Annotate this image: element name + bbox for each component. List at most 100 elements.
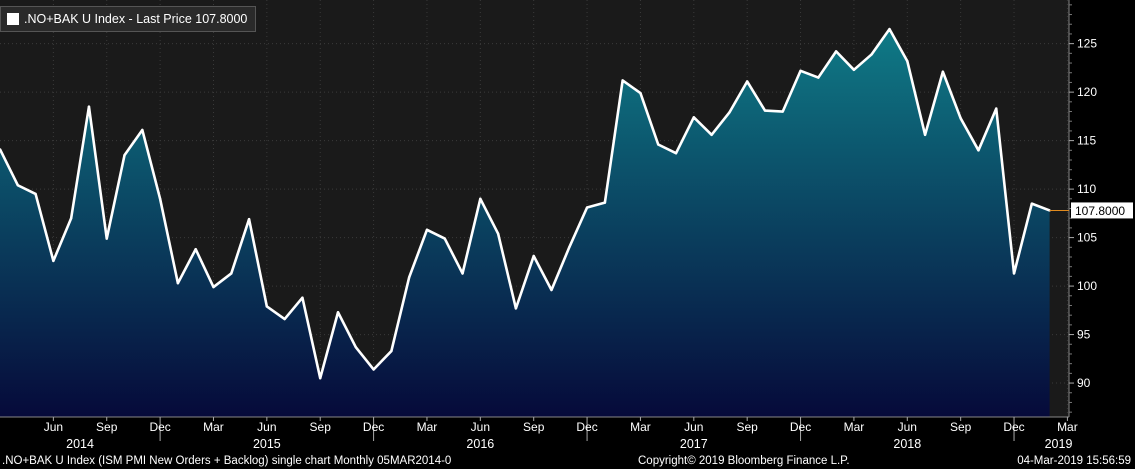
data-point (817, 76, 820, 79)
data-point (852, 68, 856, 72)
data-point (603, 201, 607, 204)
data-point (301, 296, 304, 299)
x-year-label: 2017 (680, 437, 708, 451)
data-point (728, 111, 731, 114)
x-tick-label: Mar (1057, 420, 1078, 434)
legend-swatch (7, 13, 19, 25)
data-point (657, 143, 660, 146)
data-point (585, 206, 589, 209)
x-tick-label: Mar (844, 420, 865, 434)
series-line (0, 27, 1051, 380)
x-tick-label: Sep (737, 420, 759, 434)
last-value-label: 107.8000 (1075, 204, 1125, 218)
legend: .NO+BAK U Index - Last Price 107.8000 (0, 6, 257, 32)
data-point (0, 148, 2, 151)
x-tick-label: Jun (684, 420, 703, 434)
data-point (372, 368, 375, 371)
data-point (514, 307, 518, 310)
data-point (550, 288, 553, 292)
data-point (674, 152, 678, 155)
data-point (745, 80, 749, 83)
x-tick-label: Dec (576, 420, 597, 434)
data-point (923, 133, 927, 136)
footer-copyright: Copyright© 2019 Bloomberg Finance L.P. (638, 455, 850, 467)
data-point (212, 285, 215, 289)
y-tick-label: 100 (1077, 279, 1097, 293)
data-point (265, 305, 269, 308)
x-tick-label: Jun (471, 420, 490, 434)
x-tick-label: Dec (1003, 420, 1024, 434)
data-point (977, 149, 980, 152)
data-point (461, 272, 464, 275)
x-tick-label: Jun (257, 420, 276, 434)
data-point (16, 184, 19, 187)
x-tick-label: Dec (790, 420, 811, 434)
x-year-label: 2015 (253, 437, 281, 451)
y-tick-label: 125 (1077, 37, 1097, 51)
data-point (52, 259, 55, 263)
x-tick-label: Mar (630, 420, 651, 434)
data-point (407, 276, 411, 279)
data-point (959, 117, 962, 120)
x-tick-label: Sep (96, 420, 118, 434)
data-point (995, 107, 998, 110)
x-year-label: 2019 (1045, 437, 1073, 451)
footer-timestamp: 04-Mar-2019 15:56:59 (1017, 455, 1131, 467)
x-tick-label: Sep (310, 420, 332, 434)
data-point (763, 109, 767, 112)
data-point (283, 317, 286, 321)
x-tick-label: Mar (203, 420, 224, 434)
data-point (69, 216, 73, 220)
data-point (123, 153, 126, 157)
data-point (336, 311, 340, 314)
y-tick-label: 105 (1077, 231, 1097, 245)
data-point (158, 197, 162, 201)
x-tick-label: Jun (898, 420, 917, 434)
data-point (906, 59, 909, 63)
series-area (0, 29, 1050, 418)
data-point (532, 254, 535, 258)
y-tick-label: 95 (1077, 328, 1091, 342)
x-year-label: 2018 (893, 437, 921, 451)
data-point (87, 105, 91, 108)
y-tick-label: 90 (1077, 376, 1091, 390)
data-point (194, 248, 197, 251)
footer: .NO+BAK U Index (ISM PMI New Orders + Ba… (0, 453, 1135, 469)
data-point (799, 69, 802, 72)
x-year-label: 2016 (466, 437, 494, 451)
data-point (1030, 202, 1034, 205)
legend-label: .NO+BAK U Index - Last Price 107.8000 (24, 12, 248, 26)
data-point (247, 217, 251, 221)
data-point (496, 232, 500, 235)
data-point (692, 116, 696, 119)
data-point (176, 281, 180, 285)
data-point (568, 246, 571, 249)
data-point (781, 110, 784, 113)
x-tick-label: Mar (417, 420, 438, 434)
data-point (870, 53, 873, 56)
data-point (105, 237, 108, 240)
last-value-box (1071, 202, 1133, 219)
data-point (425, 228, 429, 232)
y-tick-label: 115 (1077, 134, 1096, 148)
data-point (230, 272, 233, 275)
x-year-label: 2014 (66, 437, 94, 451)
footer-description: .NO+BAK U Index (ISM PMI New Orders + Ba… (2, 455, 452, 467)
data-point (834, 50, 838, 53)
last-value-marker: 107.8000 (1049, 202, 1133, 219)
data-point (941, 70, 945, 73)
data-point (621, 79, 624, 82)
data-point (443, 237, 446, 240)
data-point (1012, 272, 1016, 275)
data-point (710, 133, 713, 136)
data-point (479, 197, 482, 201)
data-point (888, 27, 891, 31)
x-tick-label: Jun (44, 420, 63, 434)
x-tick-label: Dec (149, 420, 170, 434)
data-point (319, 377, 322, 380)
data-point (390, 349, 393, 353)
data-points (0, 27, 1051, 380)
x-tick-label: Dec (363, 420, 384, 434)
y-tick-label: 110 (1077, 182, 1096, 196)
